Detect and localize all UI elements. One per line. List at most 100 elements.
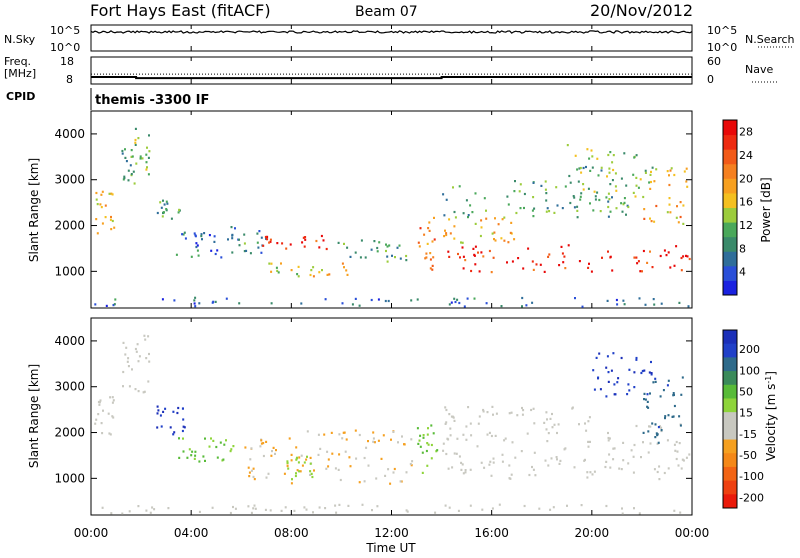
scatter-cell bbox=[469, 422, 472, 425]
scatter-cell bbox=[531, 301, 534, 304]
scatter-cell bbox=[417, 442, 420, 445]
scatter-cell bbox=[270, 454, 273, 457]
scatter-cell bbox=[101, 432, 104, 435]
scatter-cell bbox=[127, 169, 130, 172]
scatter-cell bbox=[636, 262, 639, 265]
scatter-cell bbox=[667, 379, 670, 382]
colorbar-segment bbox=[723, 371, 737, 386]
colorbar-segment bbox=[723, 236, 737, 252]
scatter-cell bbox=[447, 250, 450, 253]
scatter-cell bbox=[521, 413, 524, 416]
scatter-cell bbox=[253, 504, 256, 507]
velocity-colorbar: 200 100 50 15 -15 -50 -100 -200 bbox=[722, 329, 764, 509]
scatter-cell bbox=[258, 230, 261, 233]
scatter-cell bbox=[104, 204, 107, 207]
colorbar-segment bbox=[723, 149, 737, 165]
scatter-cell bbox=[651, 266, 654, 269]
scatter-cell bbox=[280, 509, 283, 512]
scatter-cell bbox=[286, 460, 289, 463]
scatter-cell bbox=[310, 472, 313, 475]
scatter-cell bbox=[319, 447, 322, 450]
scatter-cell bbox=[416, 298, 419, 301]
scatter-cell bbox=[201, 238, 203, 241]
scatter-cell bbox=[252, 467, 255, 470]
y-tick-label: 3000 bbox=[54, 380, 85, 394]
scatter-cell bbox=[474, 263, 477, 266]
scatter-cell bbox=[466, 297, 469, 300]
scatter-cell bbox=[276, 269, 279, 272]
scatter-cell bbox=[287, 467, 290, 470]
scatter-cell bbox=[594, 198, 597, 201]
scatter-cell bbox=[386, 245, 389, 248]
scatter-cell bbox=[679, 201, 682, 204]
scatter-cell bbox=[269, 238, 272, 241]
scatter-cell bbox=[622, 203, 625, 206]
scatter-cell bbox=[320, 234, 323, 238]
scatter-cell bbox=[561, 252, 564, 255]
scatter-cell bbox=[146, 146, 148, 149]
scatter-cell bbox=[321, 269, 323, 272]
scatter-cell bbox=[363, 456, 366, 460]
scatter-cell bbox=[532, 196, 535, 199]
scatter-cell bbox=[677, 221, 680, 224]
scatter-cell bbox=[675, 440, 678, 444]
scatter-cell bbox=[649, 442, 652, 445]
scatter-cell bbox=[147, 173, 150, 176]
scatter-cell bbox=[655, 432, 658, 435]
scatter-cell bbox=[397, 441, 399, 444]
scatter-cell bbox=[593, 190, 596, 193]
scatter-cell bbox=[254, 507, 257, 510]
scatter-cell bbox=[214, 252, 217, 256]
scatter-cell bbox=[649, 173, 652, 176]
scatter-cell bbox=[666, 384, 669, 387]
scatter-cell bbox=[564, 185, 567, 188]
scatter-cell bbox=[633, 507, 635, 510]
scatter-cell bbox=[508, 464, 511, 467]
scatter-cell bbox=[312, 511, 314, 514]
scatter-cell bbox=[610, 369, 613, 372]
scatter-cell bbox=[462, 267, 465, 270]
scatter-cell bbox=[129, 164, 132, 167]
scatter-cell bbox=[172, 433, 175, 436]
scatter-cell bbox=[643, 369, 646, 372]
scatter-cell bbox=[265, 440, 268, 443]
scatter-cell bbox=[355, 457, 358, 460]
scatter-cell bbox=[686, 255, 689, 258]
velocity-cells bbox=[94, 334, 691, 515]
scatter-cell bbox=[386, 260, 389, 263]
scatter-cell bbox=[130, 155, 133, 158]
scatter-cell bbox=[501, 460, 504, 463]
scatter-cell bbox=[286, 464, 289, 468]
scatter-cell bbox=[641, 270, 643, 273]
scatter-cell bbox=[488, 431, 491, 434]
scatter-cell bbox=[680, 393, 683, 396]
scatter-cell bbox=[589, 169, 592, 172]
scatter-cell bbox=[532, 468, 535, 471]
power-colorbar-label: Power [dB] bbox=[759, 177, 773, 242]
scatter-cell bbox=[249, 458, 252, 461]
scatter-cell bbox=[305, 458, 308, 461]
scatter-cell bbox=[322, 239, 325, 242]
scatter-cell bbox=[576, 205, 579, 208]
scatter-cell bbox=[673, 264, 676, 267]
scatter-cell bbox=[585, 429, 588, 432]
power-y-ticks: 1000 2000 3000 4000 bbox=[54, 127, 692, 278]
scatter-cell bbox=[667, 414, 670, 417]
scatter-cell bbox=[204, 437, 206, 440]
scatter-cell bbox=[426, 433, 429, 436]
scatter-cell bbox=[172, 410, 175, 413]
scatter-cell bbox=[482, 410, 485, 413]
scatter-cell bbox=[165, 208, 168, 211]
scatter-cell bbox=[296, 469, 299, 472]
scatter-cell bbox=[612, 352, 615, 355]
scatter-cell bbox=[551, 426, 554, 429]
scatter-cell bbox=[346, 273, 349, 276]
scatter-cell bbox=[494, 434, 497, 437]
scatter-cell bbox=[522, 409, 525, 412]
scatter-cell bbox=[462, 472, 465, 475]
scatter-cell bbox=[147, 156, 150, 159]
scatter-cell bbox=[640, 371, 643, 375]
scatter-cell bbox=[609, 210, 612, 213]
scatter-cell bbox=[648, 425, 650, 428]
scatter-cell bbox=[474, 245, 477, 248]
